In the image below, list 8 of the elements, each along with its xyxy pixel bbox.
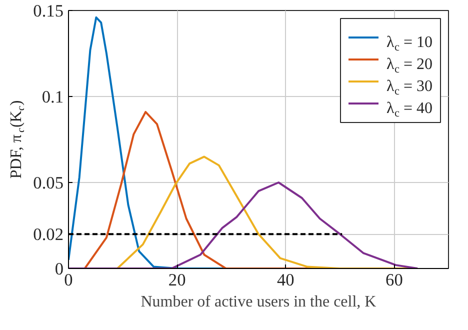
x-tick-label: 20 xyxy=(168,270,186,290)
y-tick-label: 0.1 xyxy=(42,88,64,106)
y-tick-label: 0.15 xyxy=(33,2,64,20)
x-axis-title: Number of active users in the cell, K xyxy=(140,294,377,310)
x-tick-label: 60 xyxy=(386,270,403,290)
y-tick-label: 0.02 xyxy=(33,225,64,244)
x-tick-label: 40 xyxy=(276,270,294,290)
y-tick-label: 0.05 xyxy=(33,174,64,192)
